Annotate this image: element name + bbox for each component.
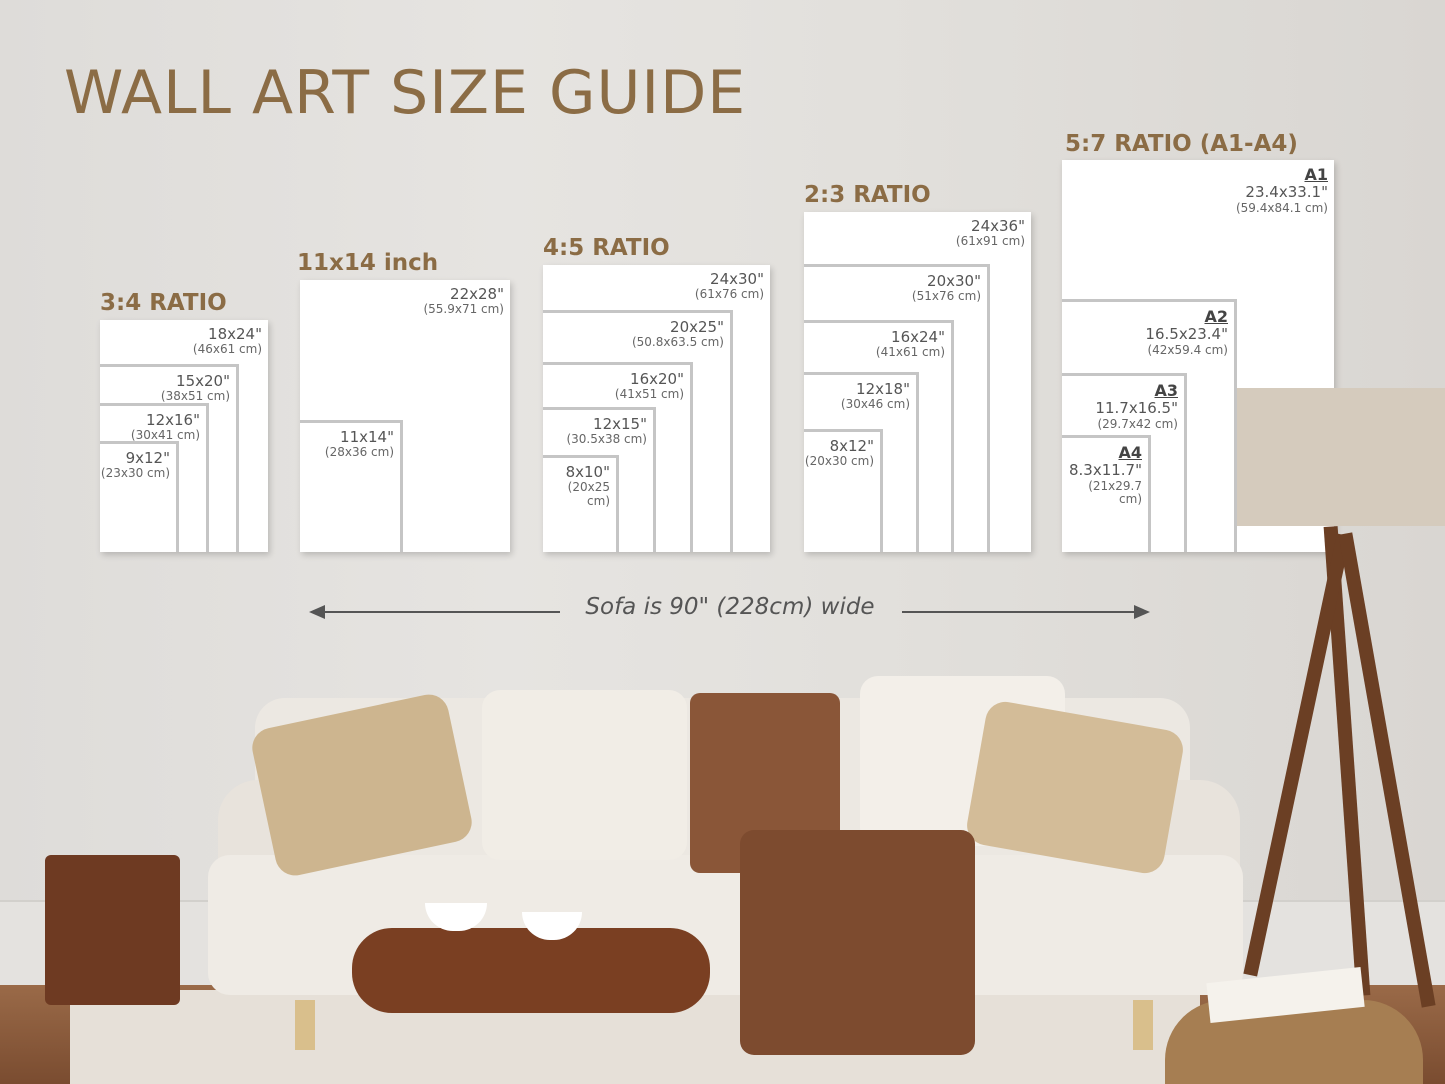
size-label: 18x24" (46x61 cm) xyxy=(192,325,262,357)
group-heading: 4:5 RATIO xyxy=(543,235,670,261)
size-cm: (30.5x38 cm) xyxy=(566,432,647,447)
size-label: 15x20" (38x51 cm) xyxy=(160,372,230,404)
size-inches: 12x18" xyxy=(856,380,910,398)
group-heading: 11x14 inch xyxy=(297,250,439,276)
arrow-line-right xyxy=(902,611,1138,613)
throw-blanket xyxy=(740,830,975,1055)
size-cm: (29.7x42 cm) xyxy=(1097,416,1178,431)
size-label: 22x28" (55.9x71 cm) xyxy=(423,285,504,317)
size-cm: (21x29.7 cm) xyxy=(1088,478,1142,507)
size-label: 12x18" (30x46 cm) xyxy=(840,380,910,412)
size-label: 11x14" (28x36 cm) xyxy=(324,428,394,460)
size-cm: (59.4x84.1 cm) xyxy=(1235,200,1328,215)
size-label: 8x12" (20x30 cm) xyxy=(804,437,874,469)
size-frame: 15x20" (38x51 cm) xyxy=(100,364,239,552)
arrow-right-icon xyxy=(1134,605,1150,619)
size-frame: A2 16.5x23.4" (42x59.4 cm) xyxy=(1062,299,1237,552)
size-label: 16x20" (41x51 cm) xyxy=(614,370,684,402)
size-inches: 8x12" xyxy=(829,437,874,455)
size-frame: 12x18" (30x46 cm) xyxy=(804,372,919,552)
size-inches: 11.7x16.5" xyxy=(1095,399,1178,418)
size-cm: (41x61 cm) xyxy=(875,345,945,360)
arrow-left-icon xyxy=(309,605,325,619)
sofa-width-note: Sofa is 90" (228cm) wide xyxy=(585,594,875,620)
size-label: 8x10" (20x25 cm) xyxy=(543,463,610,509)
size-inches: 20x25" xyxy=(670,318,724,336)
arrow-line-left xyxy=(316,611,560,613)
size-label: 12x16" (30x41 cm) xyxy=(130,411,200,443)
magazine-holder xyxy=(45,855,180,1005)
size-label: A3 11.7x16.5" (29.7x42 cm) xyxy=(1095,381,1178,431)
paper-size-name: A4 xyxy=(1118,443,1142,462)
size-label: A2 16.5x23.4" (42x59.4 cm) xyxy=(1145,307,1228,357)
size-cm: (28x36 cm) xyxy=(324,445,394,460)
group-heading: 5:7 RATIO (A1-A4) xyxy=(1065,131,1298,157)
size-label: 24x30" (61x76 cm) xyxy=(694,270,764,302)
size-inches: 16.5x23.4" xyxy=(1145,325,1228,344)
size-cm: (51x76 cm) xyxy=(911,289,981,304)
size-frame: 8x10" (20x25 cm) xyxy=(543,455,619,552)
size-frame: 20x30" (51x76 cm) xyxy=(804,264,990,552)
size-inches: 20x30" xyxy=(927,272,981,290)
size-label: 9x12" (23x30 cm) xyxy=(100,449,170,481)
size-frame: 12x16" (30x41 cm) xyxy=(100,403,209,552)
size-inches: 24x30" xyxy=(710,270,764,288)
size-inches: 8.3x11.7" xyxy=(1068,461,1142,480)
lamp-shade xyxy=(1237,388,1445,526)
size-cm: (61x76 cm) xyxy=(694,287,764,302)
size-frame: 11x14" (28x36 cm) xyxy=(300,420,403,552)
size-inches: 12x16" xyxy=(146,411,200,429)
size-inches: 12x15" xyxy=(593,415,647,433)
size-frame: 18x24" (46x61 cm) xyxy=(100,320,268,552)
size-inches: 16x20" xyxy=(630,370,684,388)
paper-size-name: A2 xyxy=(1204,307,1228,326)
size-label: 12x15" (30.5x38 cm) xyxy=(566,415,647,447)
size-cm: (23x30 cm) xyxy=(100,466,170,481)
paper-size-name: A1 xyxy=(1304,165,1328,184)
pillow xyxy=(482,690,687,860)
size-frame: 16x20" (41x51 cm) xyxy=(543,362,693,552)
size-label: 20x25" (50.8x63.5 cm) xyxy=(631,318,724,350)
coffee-table xyxy=(352,928,710,1013)
size-cm: (42x59.4 cm) xyxy=(1147,342,1228,357)
size-cm: (30x46 cm) xyxy=(840,397,910,412)
size-cm: (41x51 cm) xyxy=(614,387,684,402)
size-frame: 22x28" (55.9x71 cm) xyxy=(300,280,510,552)
size-cm: (55.9x71 cm) xyxy=(423,302,504,317)
size-cm: (20x25 cm) xyxy=(567,480,610,509)
size-cm: (61x91 cm) xyxy=(955,234,1025,249)
page-title: WALL ART SIZE GUIDE xyxy=(64,58,747,128)
size-cm: (46x61 cm) xyxy=(192,342,262,357)
size-frame: 8x12" (20x30 cm) xyxy=(804,429,883,552)
size-inches: 24x36" xyxy=(971,217,1025,235)
size-label: A4 8.3x11.7" (21x29.7 cm) xyxy=(1062,443,1142,507)
size-inches: 15x20" xyxy=(176,372,230,390)
size-cm: (50.8x63.5 cm) xyxy=(631,335,724,350)
size-inches: 18x24" xyxy=(208,325,262,343)
group-heading: 3:4 RATIO xyxy=(100,290,227,316)
size-cm: (20x30 cm) xyxy=(804,454,874,469)
size-inches: 8x10" xyxy=(565,463,610,481)
size-frame: 20x25" (50.8x63.5 cm) xyxy=(543,310,733,552)
size-inches: 23.4x33.1" xyxy=(1245,183,1328,202)
size-inches: 9x12" xyxy=(125,449,170,467)
size-frame: A3 11.7x16.5" (29.7x42 cm) xyxy=(1062,373,1187,552)
size-frame: A4 8.3x11.7" (21x29.7 cm) xyxy=(1062,435,1151,552)
sofa-leg xyxy=(295,1000,315,1050)
size-frame: 12x15" (30.5x38 cm) xyxy=(543,407,656,552)
size-label: 16x24" (41x61 cm) xyxy=(875,328,945,360)
size-frame: 9x12" (23x30 cm) xyxy=(100,441,179,552)
size-inches: 16x24" xyxy=(891,328,945,346)
paper-size-name: A3 xyxy=(1154,381,1178,400)
sofa-leg xyxy=(1133,1000,1153,1050)
size-cm: (38x51 cm) xyxy=(160,389,230,404)
size-label: 24x36" (61x91 cm) xyxy=(955,217,1025,249)
size-cm: (30x41 cm) xyxy=(130,428,200,443)
size-label: A1 23.4x33.1" (59.4x84.1 cm) xyxy=(1235,165,1328,215)
size-label: 20x30" (51x76 cm) xyxy=(911,272,981,304)
size-inches: 22x28" xyxy=(450,285,504,303)
size-frame: 16x24" (41x61 cm) xyxy=(804,320,954,552)
size-inches: 11x14" xyxy=(340,428,394,446)
group-heading: 2:3 RATIO xyxy=(804,182,931,208)
